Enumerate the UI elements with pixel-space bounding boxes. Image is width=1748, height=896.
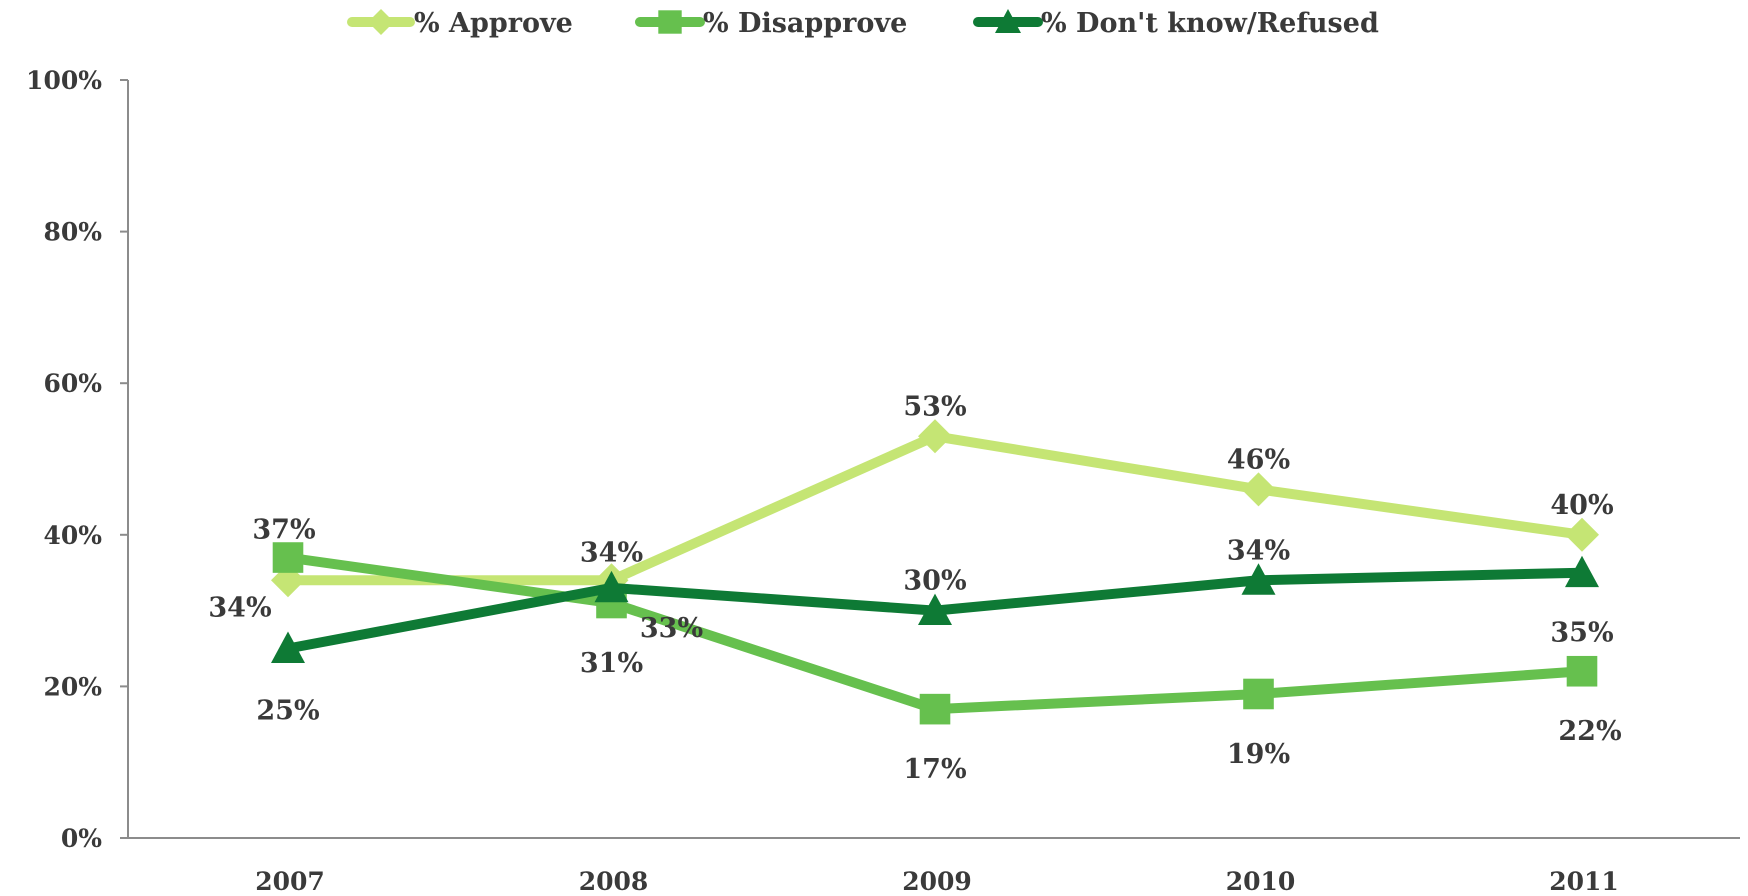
data-point-marker	[1241, 472, 1276, 507]
data-point-marker	[919, 693, 951, 725]
data-point-marker	[918, 419, 952, 454]
data-label: 33%	[640, 613, 703, 644]
x-tick-label: 2010	[1226, 867, 1296, 896]
y-tick-label: 100%	[26, 66, 102, 95]
legend-marker	[368, 9, 394, 35]
data-label: 34%	[208, 592, 271, 623]
data-label: 34%	[1227, 535, 1290, 566]
x-tick-label: 2011	[1549, 867, 1619, 896]
data-label: 53%	[903, 391, 966, 422]
data-label: 19%	[1227, 739, 1290, 770]
data-point-marker	[1565, 555, 1599, 588]
legend-marker	[658, 10, 682, 34]
data-label: 22%	[1558, 716, 1621, 747]
x-tick-label: 2009	[902, 867, 972, 896]
chart-series	[271, 419, 1599, 725]
data-point-marker	[272, 542, 304, 573]
data-label: 35%	[1550, 618, 1613, 649]
y-tick-label: 80%	[43, 218, 102, 247]
y-tick-label: 0%	[61, 824, 102, 853]
y-tick-label: 40%	[43, 521, 102, 550]
chart-axes: 0% 20% 40% 60% 80% 100% 2007 2008 2009 2010 2011	[26, 66, 1740, 896]
series-triangle	[271, 555, 1599, 663]
data-label: 37%	[252, 515, 315, 546]
data-point-marker	[918, 593, 952, 626]
y-tick-label: 60%	[43, 369, 102, 398]
series-line	[283, 431, 1587, 586]
legend-item: % Don't know/Refused	[973, 8, 1379, 39]
legend-label: % Disapprove	[703, 8, 907, 39]
data-point-marker	[594, 570, 629, 603]
legend-label: % Don't know/Refused	[1041, 8, 1379, 39]
x-tick-label: 2007	[255, 867, 325, 896]
data-label: 40%	[1550, 490, 1613, 521]
data-label: 17%	[903, 754, 966, 785]
data-point-marker	[1241, 563, 1276, 595]
chart-data-labels: 34% 34% 53% 46% 40% 37% 31% 17% 19% 22% 25% 33% 30% 3…	[208, 391, 1621, 785]
data-label: 31%	[580, 648, 643, 679]
legend-item: % Disapprove	[635, 8, 907, 39]
chart-legend: % Approve % Disapprove % Don't know/Refuse…	[347, 8, 1379, 39]
data-point-marker	[1565, 517, 1599, 552]
legend-label: % Approve	[414, 8, 573, 39]
data-label: 34%	[580, 537, 643, 568]
data-point-marker	[1243, 678, 1274, 710]
data-label: 30%	[903, 566, 966, 597]
data-label: 46%	[1227, 444, 1290, 475]
legend-item: % Approve	[347, 8, 573, 39]
y-tick-label: 20%	[43, 672, 102, 701]
data-label: 25%	[256, 696, 319, 727]
legend-marker	[995, 9, 1021, 34]
x-tick-label: 2008	[579, 867, 649, 896]
series-square	[272, 542, 1598, 725]
data-point-marker	[271, 631, 305, 663]
data-point-marker	[1566, 655, 1598, 687]
